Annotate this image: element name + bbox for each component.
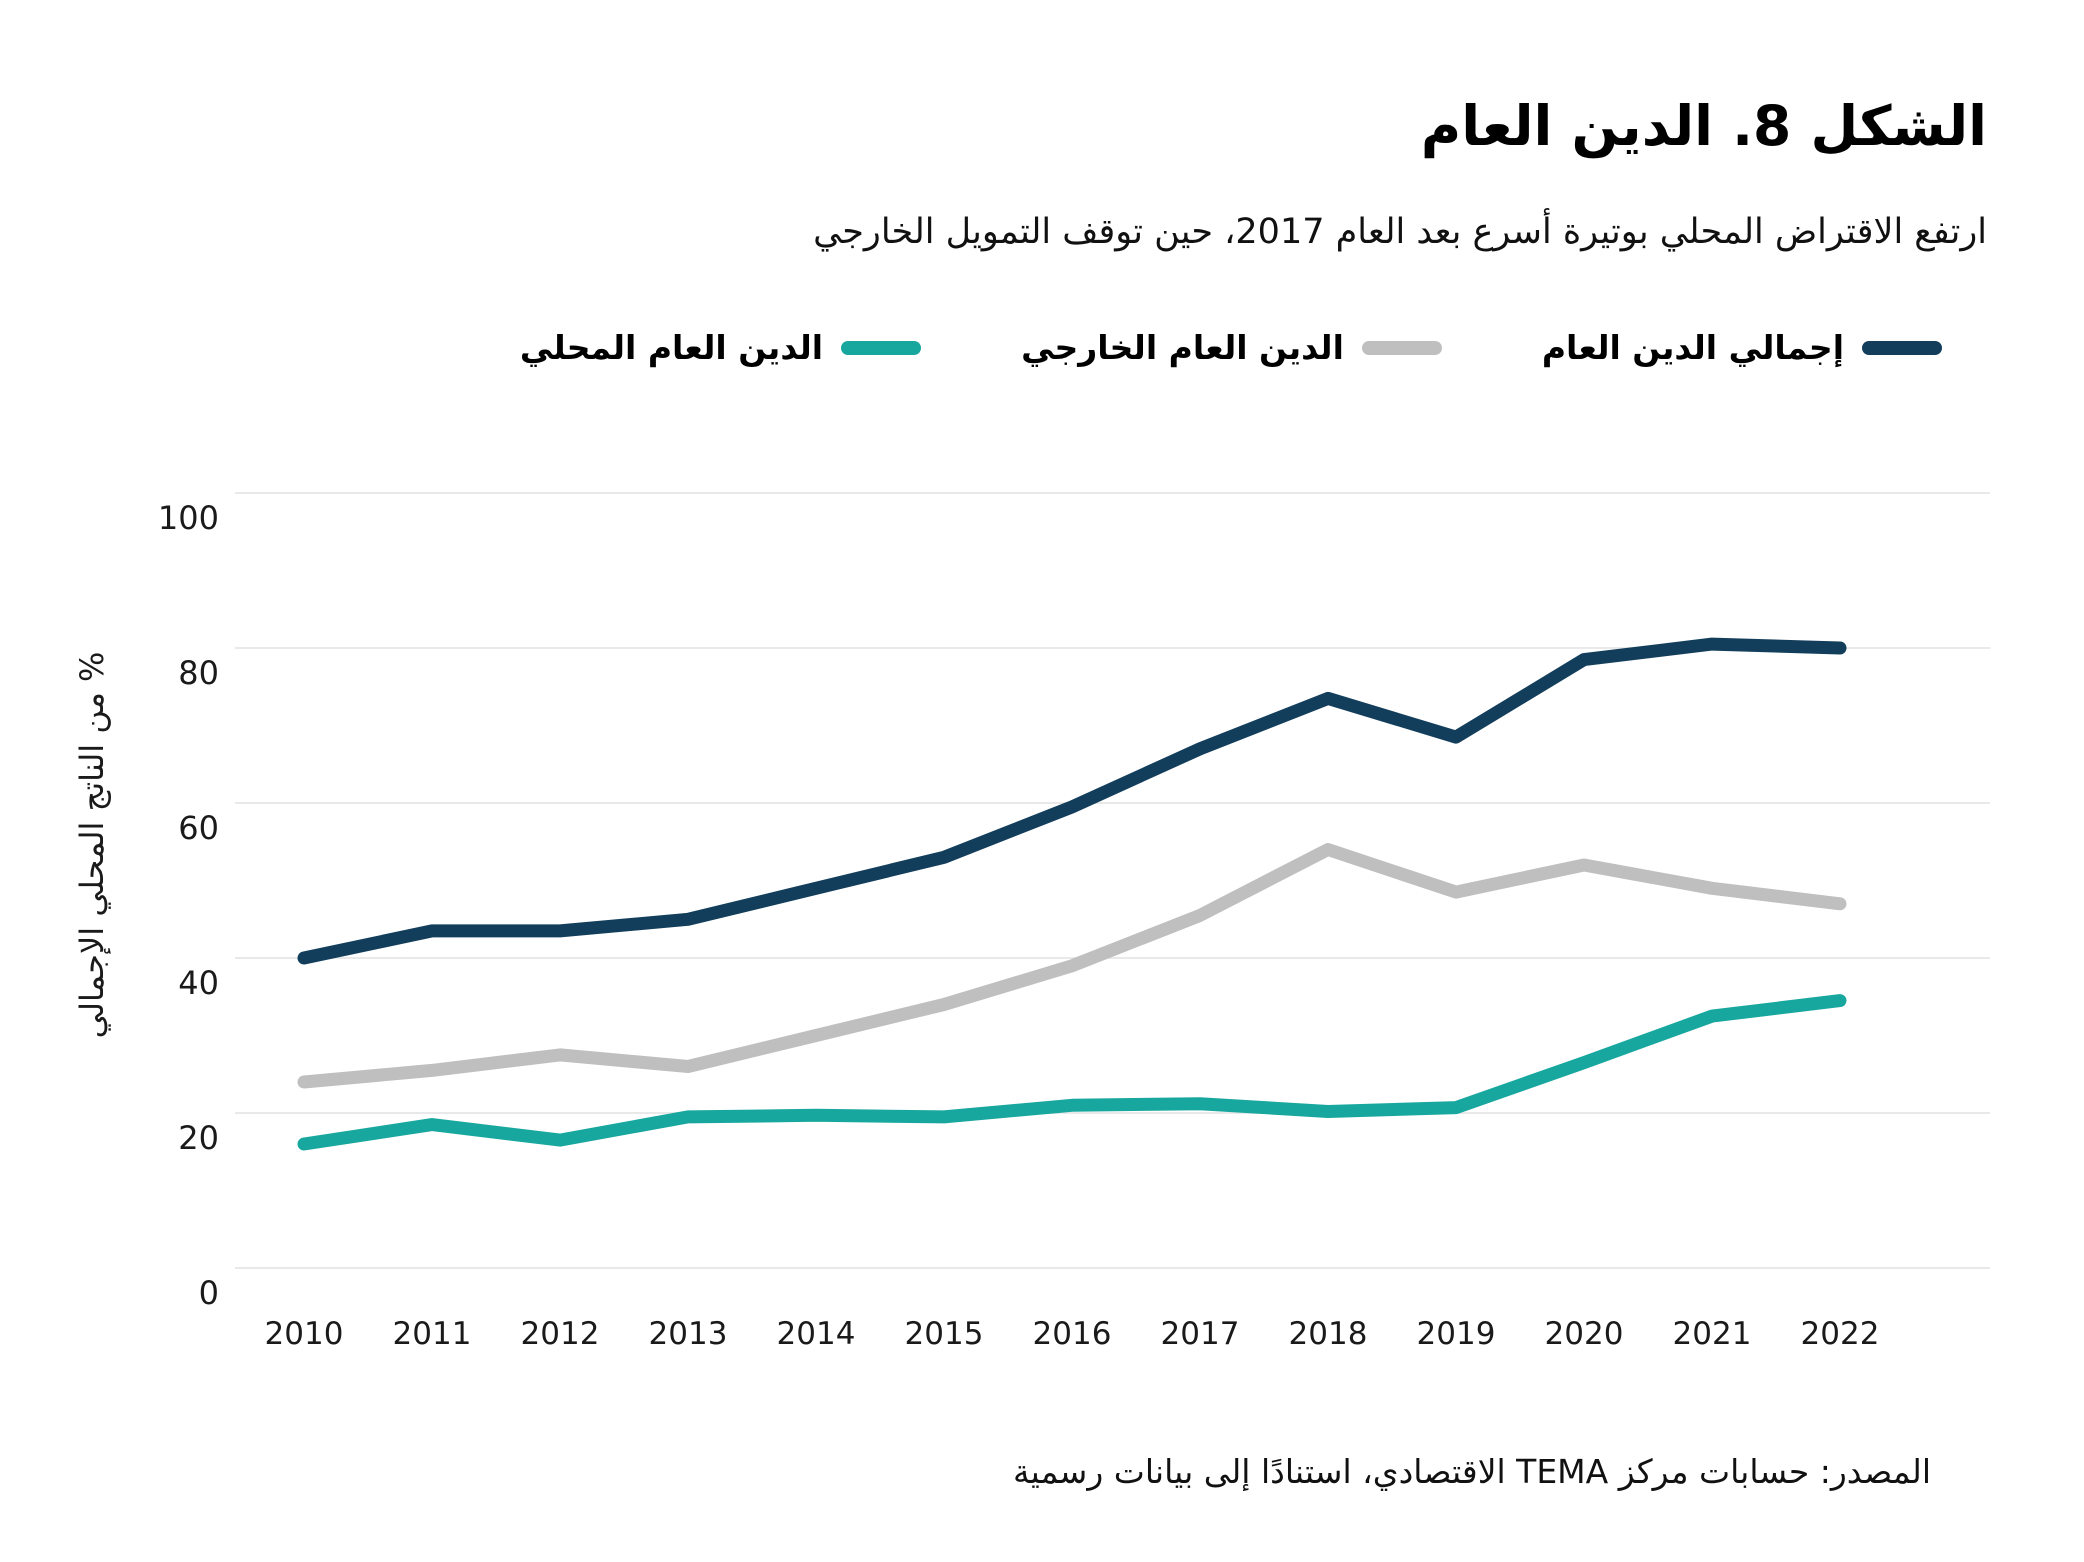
source-note: المصدر: حسابات مركز TEMA الاقتصادي، استن…: [1012, 1452, 1931, 1491]
legend-swatch-external-public-debt: [1361, 340, 1442, 355]
x-tick-label-2022: 2022: [1800, 1316, 1880, 1352]
x-tick-label-2019: 2019: [1416, 1316, 1496, 1352]
chart-lines: [297, 637, 1847, 1151]
y-tick-label-20: 20: [178, 1119, 219, 1157]
gridline-20: [235, 1112, 1990, 1114]
legend-item-external-public-debt: الدين العام الخارجي: [1021, 328, 1442, 367]
y-tick-label-100: 100: [157, 499, 219, 537]
figure-subtitle: ارتفع الاقتراض المحلي بوتيرة أسرع بعد ال…: [813, 212, 1987, 252]
legend-item-domestic-public-debt: الدين العام المحلي: [519, 328, 922, 367]
figure-title: الشكل 8. الدين العام: [1420, 94, 1987, 158]
legend-item-total-public-debt: إجمالي الدين العام: [1542, 328, 1942, 367]
x-tick-label-2011: 2011: [392, 1316, 472, 1352]
x-tick-label-2021: 2021: [1672, 1316, 1752, 1352]
y-tick-label-80: 80: [178, 654, 219, 692]
y-tick-label-60: 60: [178, 809, 219, 847]
series-line-external-public-debt: [297, 843, 1847, 1089]
plot-area: 0 20 40 60 80 100 2010 2011 2012 2013 2014 2015 2016…: [158, 492, 1990, 1352]
series-line-total-public-debt: [297, 637, 1847, 965]
x-tick-label-2020: 2020: [1544, 1316, 1624, 1352]
gridline-60: [235, 802, 1990, 804]
legend-label-domestic-public-debt: الدين العام المحلي: [519, 328, 824, 367]
x-tick-label-2016: 2016: [1032, 1316, 1112, 1352]
x-tick-label-2013: 2013: [648, 1316, 728, 1352]
legend-swatch-total-public-debt: [1862, 340, 1942, 355]
y-axis-title: % من الناتج المحلي الإجمالي: [73, 651, 111, 1039]
x-tick-label-2014: 2014: [776, 1316, 856, 1352]
x-tick-label-2017: 2017: [1160, 1316, 1240, 1352]
legend-swatch-domestic-public-debt: [841, 340, 922, 355]
x-tick-label-2018: 2018: [1288, 1316, 1368, 1352]
series-line-domestic-public-debt: [297, 994, 1847, 1151]
x-tick-label-2012: 2012: [520, 1316, 600, 1352]
gridline-0: [235, 1267, 1990, 1269]
legend-label-total-public-debt: إجمالي الدين العام: [1541, 328, 1844, 367]
gridline-100: [235, 492, 1990, 494]
y-tick-label-40: 40: [178, 964, 219, 1002]
x-tick-label-2015: 2015: [904, 1316, 984, 1352]
gridline-80: [235, 647, 1990, 649]
legend: إجمالي الدين العام الدين العام الخارجي الد…: [520, 328, 1942, 367]
gridline-40: [235, 957, 1990, 959]
legend-label-external-public-debt: الدين العام الخارجي: [1021, 328, 1344, 367]
x-tick-label-2010: 2010: [264, 1316, 344, 1352]
y-tick-label-0: 0: [198, 1274, 219, 1312]
